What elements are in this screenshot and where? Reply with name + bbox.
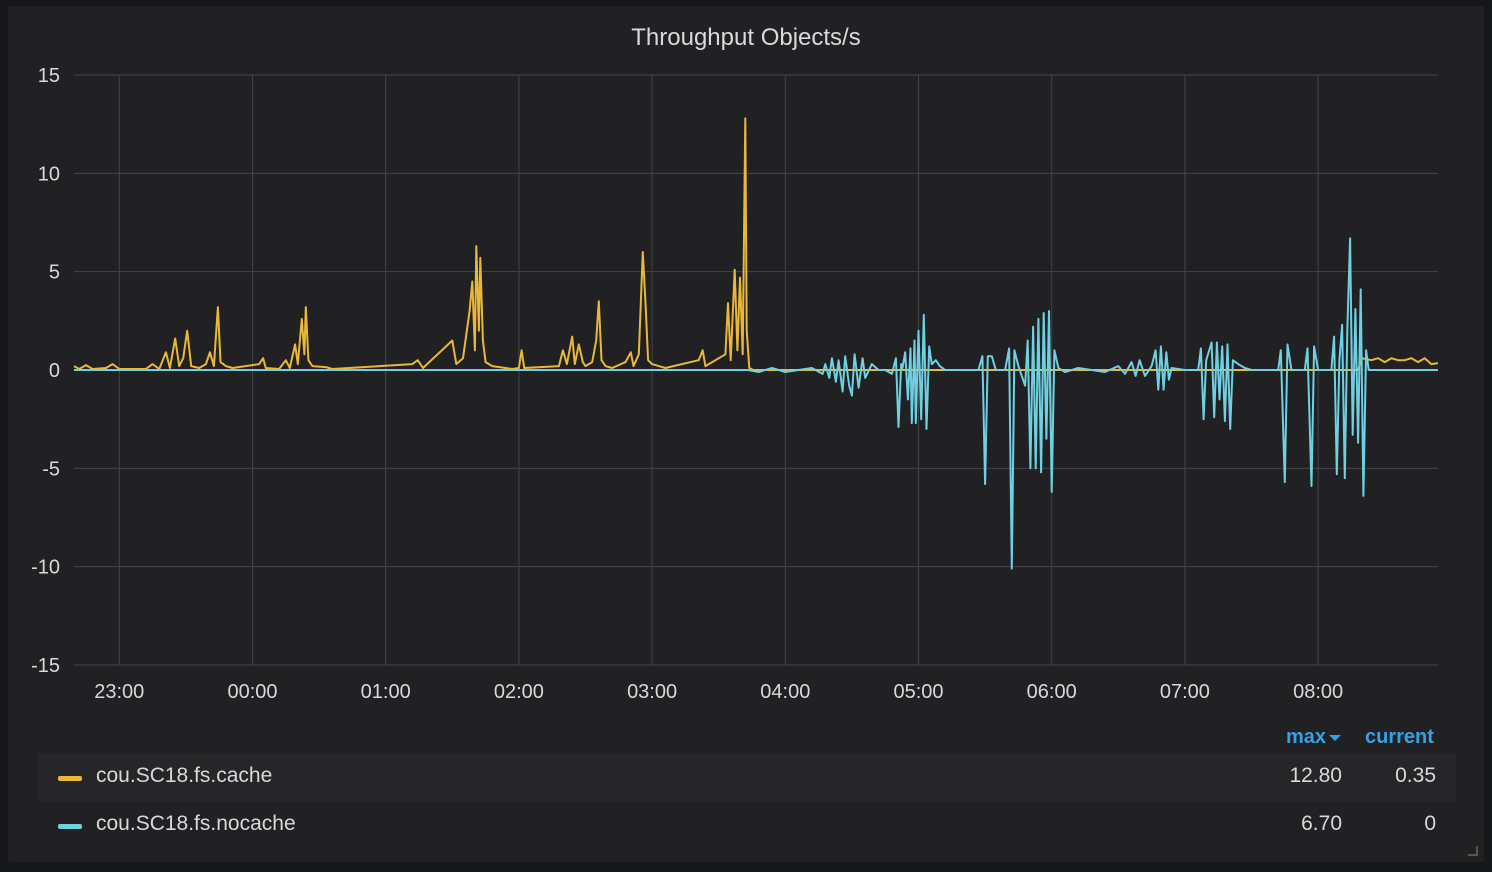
legend-header-max-label: max <box>1286 726 1327 748</box>
legend-row-cache[interactable]: cou.SC18.fs.cache 12.80 0.35 <box>38 753 1456 801</box>
y-tick-label: 5 <box>49 262 60 284</box>
legend-header-current[interactable]: current <box>1365 726 1434 748</box>
series-color-swatch[interactable] <box>58 776 82 781</box>
y-tick-label: 15 <box>38 65 60 87</box>
x-tick-label: 05:00 <box>893 681 943 703</box>
x-tick-label: 04:00 <box>760 681 810 703</box>
series-line <box>73 117 1439 371</box>
y-tick-label: 10 <box>38 163 60 185</box>
sort-caret-icon <box>1329 734 1342 741</box>
legend-header-max[interactable]: max <box>1286 726 1342 749</box>
y-tick-label: 0 <box>49 360 60 382</box>
legend-max-value: 12.80 <box>1289 764 1342 787</box>
x-axis: 23:00 00:00 01:00 02:00 03:00 04:00 05:00 06:00… <box>94 681 1343 703</box>
legend-max-value: 6.70 <box>1301 812 1342 835</box>
legend-current-value: 0 <box>1424 812 1436 835</box>
throughput-chart[interactable]: 15 10 5 0 -5 -10 -15 23:00 00:00 01:00 02:00 03:00… <box>8 6 1484 726</box>
y-tick-label: -10 <box>31 557 60 579</box>
y-tick-label: -15 <box>31 655 60 677</box>
x-tick-label: 23:00 <box>94 681 144 703</box>
x-tick-label: 00:00 <box>227 681 277 703</box>
legend-current-value: 0.35 <box>1395 764 1436 787</box>
x-tick-label: 07:00 <box>1160 681 1210 703</box>
graph-panel: Throughput Objects/s 15 10 5 0 -5 -10 -15 23:0… <box>8 6 1484 862</box>
y-axis: 15 10 5 0 -5 -10 -15 <box>31 65 60 677</box>
x-tick-label: 08:00 <box>1293 681 1343 703</box>
legend-row-nocache[interactable]: cou.SC18.fs.nocache 6.70 0 <box>38 801 1456 849</box>
series-color-swatch[interactable] <box>58 824 82 829</box>
legend-series-name[interactable]: cou.SC18.fs.nocache <box>96 812 296 835</box>
x-tick-label: 06:00 <box>1027 681 1077 703</box>
legend-series-name[interactable]: cou.SC18.fs.cache <box>96 764 273 787</box>
y-tick-label: -5 <box>42 458 60 480</box>
series-line <box>74 237 1438 570</box>
resize-handle-icon[interactable] <box>1468 846 1478 856</box>
x-tick-label: 03:00 <box>627 681 677 703</box>
x-tick-label: 01:00 <box>361 681 411 703</box>
panel-title[interactable]: Throughput Objects/s <box>631 24 861 51</box>
series-lines <box>73 117 1439 570</box>
x-tick-label: 02:00 <box>494 681 544 703</box>
